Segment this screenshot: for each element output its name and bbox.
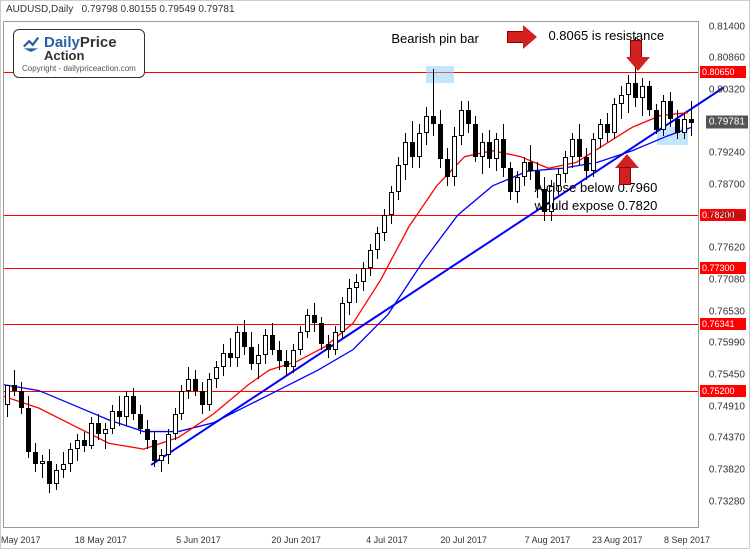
y-tick-label: 0.78160 [709,211,745,222]
logo-price: Price [80,34,117,51]
symbol-label: AUDUSD,Daily [6,4,73,15]
ma-fast-line [4,22,702,531]
x-tick-label: 23 Aug 2017 [592,535,643,545]
y-tick-label: 0.75450 [709,369,745,380]
logo: DailyPrice Action Copyright - dailyprice… [13,29,145,78]
chart-container: AUDUSD,Daily 0.79798 0.80155 0.79549 0.7… [0,0,750,549]
x-tick-label: 20 Jul 2017 [440,535,487,545]
y-tick-label: 0.78700 [709,179,745,190]
y-tick-label: 0.77080 [709,274,745,285]
y-tick-label: 0.81400 [709,21,745,32]
annotation-text: Bearish pin bar [391,31,478,46]
plot-area[interactable]: 0.806500.782000.773000.763410.75200Beari… [3,21,699,528]
highlight-box [426,66,454,84]
y-tick-label: 0.73820 [709,465,745,476]
y-tick-label: 0.75990 [709,338,745,349]
resistance-line [4,391,698,392]
x-tick-label: 20 Jun 2017 [271,535,321,545]
y-tick-label: 0.80320 [709,85,745,96]
x-tick-label: 4 Jul 2017 [366,535,408,545]
x-tick-label: 7 Aug 2017 [525,535,571,545]
ohlc-label: 0.79798 0.80155 0.79549 0.79781 [82,4,235,15]
resistance-line [4,324,698,325]
logo-copyright: Copyright - dailypriceaction.com [22,64,136,73]
annotation-text: A close below 0.7960 [534,180,657,195]
arrow-up-icon [615,154,635,184]
ma-slow-line [4,22,702,531]
y-tick-label: 0.80860 [709,53,745,64]
annotation-text: would expose 0.7820 [534,198,657,213]
x-tick-label: 2 May 2017 [0,535,40,545]
resistance-line [4,215,698,216]
chart-header: AUDUSD,Daily 0.79798 0.80155 0.79549 0.7… [6,4,235,15]
annotation-text: 0.8065 is resistance [548,28,664,43]
y-tick-label: 0.77620 [709,243,745,254]
x-tick-label: 18 May 2017 [75,535,127,545]
x-axis: 2 May 2017 18 May 2017 5 Jun 2017 20 Jun 20… [3,530,699,548]
logo-icon [22,34,40,52]
arrow-down-icon [626,40,646,70]
y-tick-label: 0.74910 [709,401,745,412]
x-tick-label: 5 Jun 2017 [176,535,221,545]
y-tick-label: 0.76530 [709,306,745,317]
trend-line [150,86,723,465]
y-tick-label: 0.74370 [709,433,745,444]
x-tick-label: 8 Sep 2017 [664,535,710,545]
y-tick-label: 0.79781 [706,115,748,128]
arrow-right-icon [507,27,537,47]
y-axis: 0.81400 0.80860 0.80320 0.79781 0.79240 0.787… [701,21,749,528]
resistance-line [4,268,698,269]
y-tick-label: 0.79240 [709,148,745,159]
y-tick-label: 0.73280 [709,496,745,507]
